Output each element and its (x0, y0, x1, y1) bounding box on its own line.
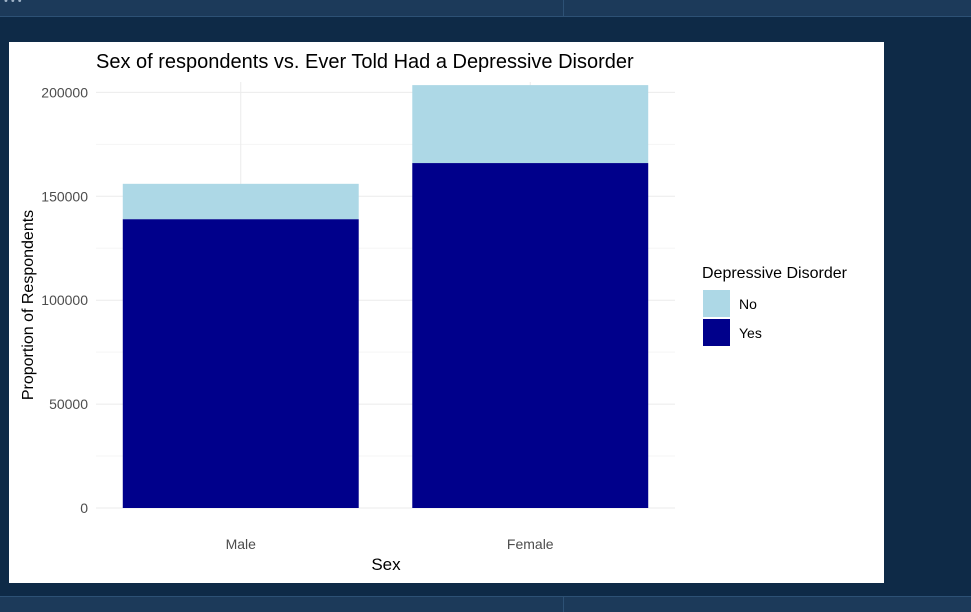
stacked-bar-chart: 0 50000 100000 150000 200000 Male Female Sex … (20, 51, 848, 574)
bar-male-yes (122, 219, 359, 508)
top-bar: ••• (0, 0, 971, 17)
x-axis-label: Sex (371, 555, 401, 574)
y-tick-label: 50000 (49, 396, 88, 412)
legend-label-no: No (739, 296, 757, 312)
bottom-bar-divider (563, 597, 564, 612)
bar-male-no (122, 183, 359, 220)
x-tick-label: Female (507, 536, 554, 552)
bars (122, 85, 649, 509)
chart-title: Sex of respondents vs. Ever Told Had a D… (96, 51, 634, 73)
top-bar-divider (563, 0, 564, 16)
y-tick-label: 200000 (41, 84, 88, 100)
y-tick-label: 150000 (41, 188, 88, 204)
bar-female-no (412, 85, 649, 164)
y-axis-label: Proportion of Respondents (20, 210, 37, 400)
legend: Depressive Disorder No Yes (702, 265, 848, 346)
bar-female-yes (412, 163, 649, 509)
y-tick-label: 100000 (41, 292, 88, 308)
bottom-bar (0, 596, 971, 612)
y-tick-labels: 0 50000 100000 150000 200000 (41, 84, 88, 516)
window-dots-icon: ••• (3, 0, 24, 7)
legend-label-yes: Yes (739, 325, 762, 341)
legend-items: No Yes (703, 290, 762, 346)
plot-panel: 0 50000 100000 150000 200000 Male Female Sex … (9, 42, 884, 583)
legend-title: Depressive Disorder (702, 265, 848, 282)
legend-swatch-yes (703, 319, 730, 346)
y-tick-label: 0 (80, 500, 88, 516)
x-tick-labels: Male Female (226, 536, 554, 552)
x-tick-label: Male (226, 536, 257, 552)
legend-swatch-no (703, 290, 730, 317)
